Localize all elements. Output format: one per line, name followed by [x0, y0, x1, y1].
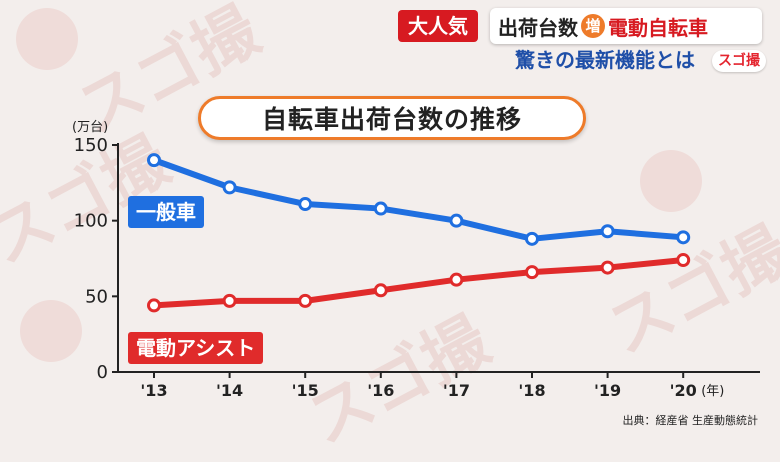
x-axis-unit: (年): [701, 384, 724, 399]
data-point: [373, 283, 388, 298]
watermark-logo: [16, 8, 78, 70]
watermark-logo: [20, 300, 82, 362]
caption-increase-badge: 増: [581, 14, 605, 38]
caption-headline-b: 電動自転車: [608, 15, 708, 40]
data-point: [449, 213, 464, 228]
series-line-1: [153, 257, 684, 309]
program-logo: スゴ撮: [712, 50, 766, 72]
caption-tag: 大人気: [398, 10, 478, 42]
data-point: [373, 201, 388, 216]
x-tick-label: '19: [594, 381, 621, 400]
series-line-0: [152, 157, 684, 242]
x-tick-label: '15: [292, 381, 319, 400]
chart-title: 自転車出荷台数の推移: [198, 96, 586, 140]
data-point: [147, 298, 161, 313]
data-point: [600, 224, 615, 239]
series-label-general: 一般車: [128, 196, 204, 228]
x-tick-label: '17: [443, 381, 470, 400]
caption-headline-a: 出荷台数: [498, 15, 578, 40]
data-point: [525, 231, 539, 246]
y-tick-label: 100: [74, 211, 108, 232]
caption-subheadline: 驚きの最新機能とは: [515, 47, 695, 72]
data-point: [600, 260, 615, 275]
data-point: [298, 293, 313, 308]
caption-headline: 出荷台数 増 電動自転車: [490, 8, 762, 44]
x-tick-label: '14: [216, 381, 243, 400]
data-point: [525, 265, 539, 280]
data-point: [147, 153, 161, 168]
y-tick-label: 0: [97, 362, 108, 383]
x-tick-label: '18: [518, 381, 545, 400]
data-point: [222, 180, 237, 195]
news-caption: 大人気 出荷台数 増 電動自転車 驚きの最新機能とは スゴ撮: [398, 6, 770, 72]
source-note: 出典：経産省 生産動態統計: [622, 414, 759, 427]
y-axis-unit: (万台): [72, 120, 109, 135]
x-tick-label: '20: [670, 381, 697, 400]
data-point: [222, 293, 237, 308]
watermark-logo: [640, 150, 702, 212]
data-point: [676, 253, 691, 268]
y-tick-label: 150: [74, 135, 108, 156]
data-point: [676, 230, 691, 245]
x-tick-label: '13: [140, 381, 167, 400]
x-tick-label: '16: [367, 381, 394, 400]
y-tick-label: 50: [85, 286, 108, 307]
series-label-electric: 電動アシスト: [128, 332, 264, 364]
data-point: [298, 197, 313, 212]
data-point: [449, 272, 464, 287]
line-chart: 150 100 50 0 '13 '14 '15 '16 '17 '18 '19 '20 (年): [74, 135, 760, 400]
